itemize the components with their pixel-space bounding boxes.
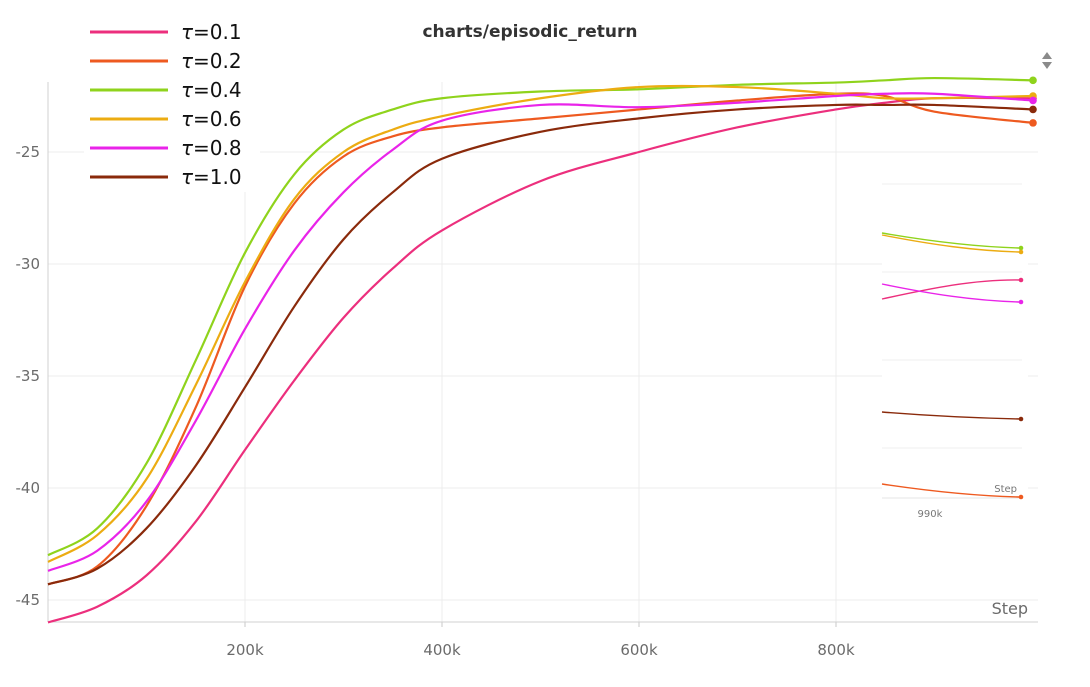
legend-label-2[interactable]: τ=0.4: [181, 78, 242, 102]
inset-step-label: Step: [994, 484, 1017, 495]
series-end-point-1[interactable]: [1029, 119, 1037, 127]
x-axis-title: Step: [992, 599, 1028, 618]
series-end-point-5[interactable]: [1029, 105, 1037, 114]
legend: τ=0.1 τ=0.2 τ=0.4 τ=0.6 τ=0.8 τ=1.0: [84, 14, 260, 192]
y-tick-label: -25: [16, 143, 41, 161]
inset-series-end-point-4: [1018, 299, 1024, 305]
series-lines: [47, 76, 1037, 624]
inset-series-line-0: [881, 279, 1022, 300]
legend-label-4[interactable]: τ=0.8: [181, 136, 242, 160]
series-line-2[interactable]: [47, 76, 1034, 557]
chart-title: charts/episodic_return: [422, 22, 637, 42]
inset-series-end-point-1: [1018, 494, 1024, 500]
legend-scroll-arrows-icon[interactable]: [1042, 52, 1052, 69]
legend-label-5[interactable]: τ=1.0: [181, 165, 242, 189]
y-tick-label: -35: [16, 367, 41, 385]
inset-series-line-1: [881, 483, 1022, 498]
inset-series-line-2: [881, 232, 1022, 249]
legend-label-3[interactable]: τ=0.6: [181, 107, 242, 131]
y-tick-label: -45: [16, 591, 41, 609]
inset-series-end-point-5: [1018, 416, 1024, 422]
x-tick-label: 400k: [423, 641, 461, 659]
x-tick-label: 600k: [620, 641, 658, 659]
inset-series-end-point-3: [1018, 249, 1024, 255]
inset-series-line-5: [881, 411, 1022, 420]
x-tick-label: 200k: [226, 641, 264, 659]
series-end-point-4[interactable]: [1029, 96, 1037, 105]
inset-series-line-3: [881, 234, 1022, 253]
series-end-point-2[interactable]: [1029, 76, 1037, 85]
axes: -25 -30 -35 -40 -45 200k 400k 600k 800k: [16, 82, 1038, 659]
zoom-inset: 990k Step: [881, 182, 1028, 520]
legend-label-0[interactable]: τ=0.1: [181, 20, 242, 44]
inset-background: [882, 182, 1028, 512]
inset-x-tick-label: 990k: [918, 509, 943, 520]
series-line-5[interactable]: [47, 103, 1034, 586]
legend-background: [84, 14, 260, 192]
legend-label-1[interactable]: τ=0.2: [181, 49, 242, 73]
y-tick-label: -30: [16, 255, 41, 273]
y-tick-label: -40: [16, 479, 41, 497]
inset-series-end-point-2: [1018, 245, 1024, 251]
series-line-1[interactable]: [47, 92, 1034, 586]
inset-series-line-4: [881, 283, 1022, 303]
series-line-4[interactable]: [47, 92, 1034, 572]
inset-series-end-point-0: [1018, 277, 1024, 283]
series-line-0[interactable]: [47, 96, 1034, 624]
x-tick-label: 800k: [817, 641, 855, 659]
